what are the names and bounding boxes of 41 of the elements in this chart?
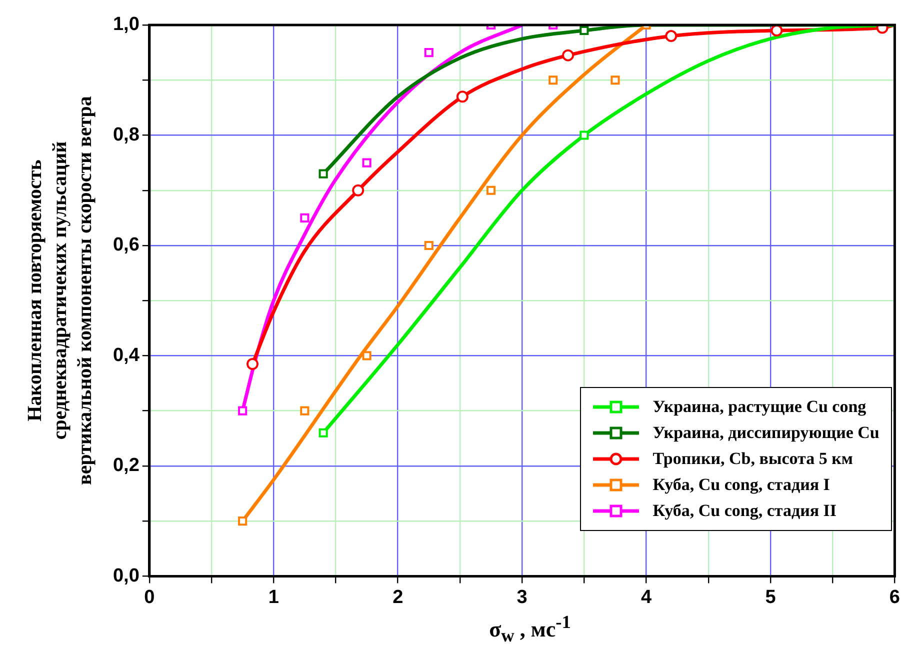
y-tick-label: 0,2 bbox=[112, 455, 140, 476]
x-tick-label: 0 bbox=[144, 586, 155, 608]
legend-label: Тропики, Cb, высота 5 км bbox=[652, 448, 853, 470]
point bbox=[580, 26, 589, 36]
legend-label: Украина, растущие Cu cong bbox=[652, 396, 866, 418]
legend-label: Украина, диссипирующие Cu bbox=[652, 422, 880, 444]
x-tick-label: 5 bbox=[765, 586, 776, 608]
legend-label: Куба, Cu cong, стадия II bbox=[652, 500, 837, 522]
point bbox=[580, 130, 589, 140]
legend-label: Куба, Cu cong, стадия I bbox=[652, 474, 830, 496]
point bbox=[486, 186, 496, 195]
point bbox=[352, 184, 364, 196]
x-tick-label: 6 bbox=[889, 586, 900, 608]
x-axis-title: σ$_{w}$ , мс$^{-1}$ bbox=[488, 612, 572, 647]
point bbox=[770, 25, 783, 37]
x-tick-label: 3 bbox=[516, 586, 528, 608]
y-axis-title: Накопленная повторяемость среднеквадратичеких пульсаций вертикальной компоненты скорости ветра bbox=[22, 96, 96, 484]
x-tick-label: 1 bbox=[268, 586, 280, 608]
y-tick-label: 0,4 bbox=[112, 344, 140, 366]
point bbox=[300, 213, 310, 222]
point bbox=[300, 406, 310, 416]
point bbox=[238, 516, 248, 526]
point bbox=[610, 76, 620, 85]
point bbox=[246, 358, 259, 370]
point bbox=[424, 48, 434, 58]
y-tick-label: 1,0 bbox=[112, 14, 140, 36]
point bbox=[362, 158, 372, 168]
point bbox=[456, 90, 468, 103]
y-tick-label: 0,8 bbox=[112, 124, 140, 146]
y-tick-label: 0,6 bbox=[112, 234, 140, 256]
point bbox=[424, 240, 434, 250]
point bbox=[362, 351, 372, 360]
x-tick-label: 4 bbox=[640, 586, 652, 608]
point bbox=[562, 49, 574, 62]
point bbox=[665, 30, 678, 42]
point bbox=[548, 76, 558, 85]
point bbox=[238, 406, 248, 416]
point bbox=[318, 169, 328, 178]
point bbox=[318, 428, 328, 438]
y-tick-label: 0,0 bbox=[112, 565, 140, 586]
x-tick-label: 2 bbox=[392, 586, 404, 608]
